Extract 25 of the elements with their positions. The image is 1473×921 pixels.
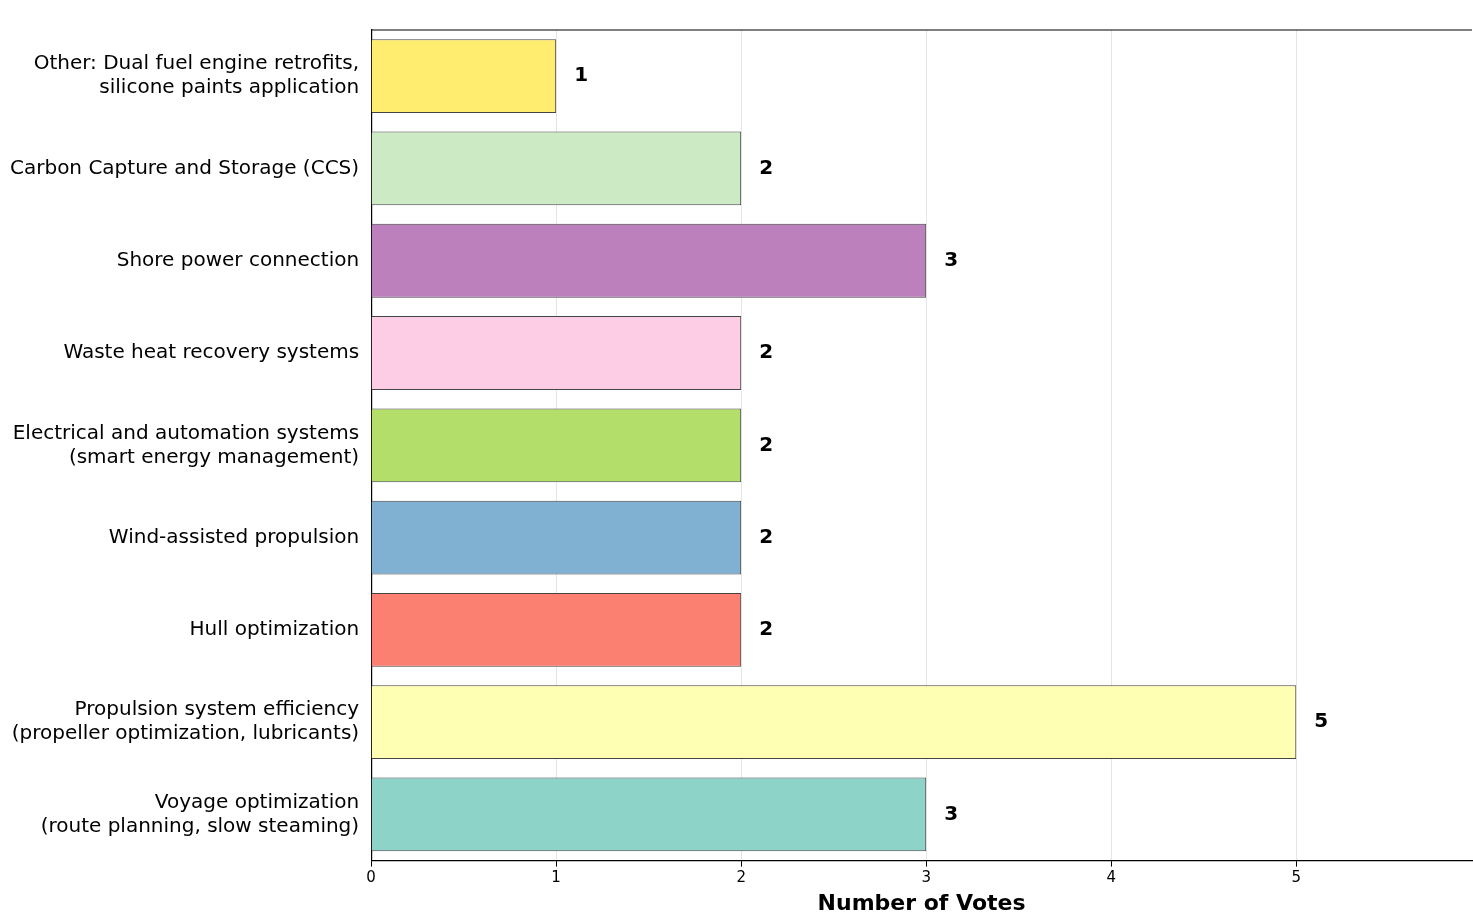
- y-tick-label: Wind-assisted propulsion: [108, 523, 360, 548]
- y-tick-label: Hull optimization: [189, 616, 360, 641]
- y-tick-label: Electrical and automation systems (smart energy management): [12, 419, 360, 468]
- x-tick-label: 0: [366, 868, 376, 887]
- data-label: 1: [574, 62, 589, 87]
- x-tick-label: 1: [551, 868, 561, 887]
- y-tick-label: Carbon Capture and Storage (CCS): [9, 154, 360, 179]
- data-label: 2: [759, 431, 774, 456]
- y-tick-label: Voyage optimization (route planning, slow steaming): [40, 788, 360, 837]
- data-label: 2: [759, 616, 774, 641]
- x-tick-label: 2: [736, 868, 746, 887]
- x-axis-title: Number of Votes: [817, 889, 1026, 915]
- x-tick-label: 4: [1106, 868, 1116, 887]
- data-label: 2: [759, 523, 774, 548]
- y-tick-label: Other: Dual fuel engine retrofits, silicone paints application: [33, 50, 360, 99]
- y-tick-label: Shore power connection: [116, 246, 360, 271]
- data-label: 2: [759, 339, 774, 364]
- x-tick-label: 3: [921, 868, 931, 887]
- data-label: 3: [944, 800, 959, 825]
- data-label: 5: [1314, 708, 1329, 733]
- data-label: 3: [944, 246, 959, 271]
- y-tick-label: Waste heat recovery systems: [63, 339, 360, 364]
- data-label: 2: [759, 154, 774, 179]
- y-tick-label: Propulsion system efficiency (propeller optimization, lubricants): [11, 696, 360, 745]
- x-tick-label: 5: [1291, 868, 1301, 887]
